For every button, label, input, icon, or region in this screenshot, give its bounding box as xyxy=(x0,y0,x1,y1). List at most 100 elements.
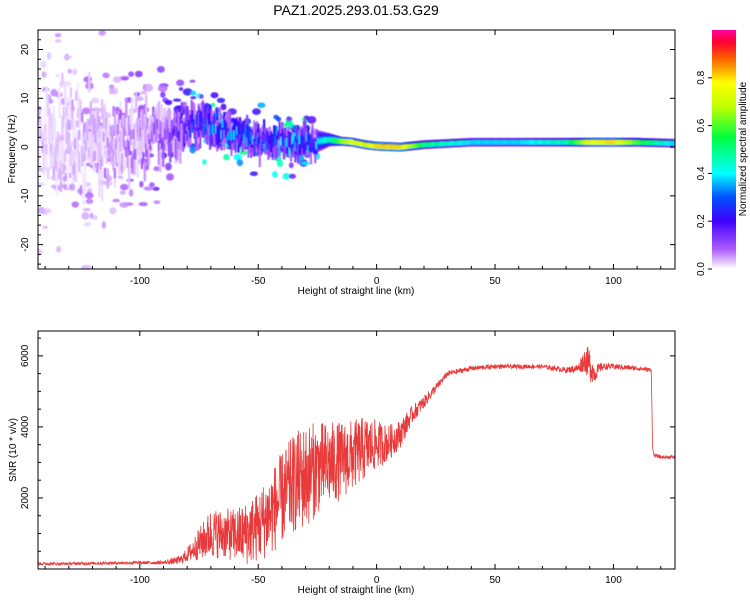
spectrogram-cell xyxy=(69,87,72,98)
spectrogram-cell xyxy=(416,142,419,148)
spectrogram-cell xyxy=(247,125,250,143)
spectrogram-cell xyxy=(189,79,196,83)
spectrogram-cell xyxy=(38,111,41,122)
spectrogram-cell xyxy=(52,5,60,10)
colorbar-tick-label: 0.2 xyxy=(696,214,707,228)
spectrogram-cell xyxy=(383,144,386,149)
spectrogram-cell xyxy=(128,115,131,136)
spectrogram-cell xyxy=(579,139,583,145)
spectrogram-cell xyxy=(130,98,134,130)
spectrogram-cell xyxy=(307,146,310,155)
spectrogram-cell xyxy=(233,119,236,137)
spectrogram-cell xyxy=(152,186,160,191)
spectrogram-cell xyxy=(143,186,154,191)
spectrogram-cell xyxy=(143,103,146,115)
spectrogram-cell xyxy=(328,137,331,143)
spectrogram-cell xyxy=(184,106,188,127)
spectrogram-cell xyxy=(42,225,48,230)
spectrogram-cell xyxy=(443,141,446,146)
spectrogram-cell xyxy=(667,140,671,146)
spectrogram-cell xyxy=(575,139,578,145)
spectrogram-cell xyxy=(135,148,138,159)
spectrogram-cell xyxy=(189,115,192,136)
spectrogram-cell xyxy=(542,139,546,145)
spectrogram-cell xyxy=(55,138,58,159)
spectrogram-cell xyxy=(309,134,313,143)
spectrogram-cell xyxy=(82,126,85,137)
spectrogram-cell xyxy=(38,209,46,214)
spectrogram-cell xyxy=(466,140,469,145)
spectrogram-cell xyxy=(96,110,99,132)
spectrogram-cell xyxy=(197,106,200,127)
spectrogram-cell xyxy=(180,113,183,124)
snr-x-label: Height of straight line (km) xyxy=(298,585,415,596)
spectrogram-cell xyxy=(209,104,212,125)
spectrogram-cell xyxy=(186,106,189,127)
spectrogram-cell xyxy=(224,123,227,132)
spectrogram-cell xyxy=(587,139,590,145)
spectrogram-cell xyxy=(629,139,632,145)
spectrogram-cell xyxy=(207,113,210,124)
spectrogram-cell xyxy=(155,115,158,136)
snr-x-tick-label: 0 xyxy=(374,575,380,586)
spectrogram-cell xyxy=(57,149,60,181)
spectrogram-cell xyxy=(567,139,570,145)
spectrogram-cell xyxy=(38,118,41,140)
spectrogram-cell xyxy=(217,127,220,147)
spectrogram-cell xyxy=(569,139,573,145)
spectrogram-cell xyxy=(219,107,222,135)
spectrogram-cell xyxy=(125,97,128,118)
spectrogram-cell xyxy=(305,132,308,142)
spectrogram-cell xyxy=(498,139,502,145)
spectrogram-cell xyxy=(645,140,648,145)
spectrogram-cell xyxy=(123,140,126,151)
spectrogram-cell xyxy=(149,182,155,188)
spectrogram-cell xyxy=(52,106,55,137)
spectrogram-cell xyxy=(112,149,115,170)
spectrogram-cell xyxy=(412,143,415,149)
spectrogram-cell xyxy=(642,139,645,145)
spectrogram-cell xyxy=(335,138,338,144)
spectrogram-cell xyxy=(112,76,122,83)
spectrogram-cell xyxy=(389,144,392,150)
spectrogram-cell xyxy=(285,137,288,147)
spectrogram-cell xyxy=(157,140,161,151)
spectrogram-cell xyxy=(184,123,188,134)
spectrogram-cell xyxy=(192,122,195,133)
spectrogram-cell xyxy=(295,140,298,150)
spectrogram-cell xyxy=(231,130,234,140)
spectrogram-cell xyxy=(136,123,139,134)
spectrogram-cell xyxy=(91,133,94,165)
spectrogram-cell xyxy=(442,141,445,147)
spectrogram-cell xyxy=(196,115,199,126)
spectrogram-cell xyxy=(157,85,168,92)
spectrogram-cell xyxy=(429,141,432,147)
spectrogram-cell xyxy=(626,139,629,145)
spectrogram-cell xyxy=(493,139,496,145)
spectrogram-cell xyxy=(76,108,80,119)
spectrogram-cell xyxy=(312,142,315,151)
spectrogram-cell xyxy=(622,139,625,145)
spectrogram-cell xyxy=(521,139,524,145)
spectrogram-cell xyxy=(71,201,80,208)
spectrogram-cell xyxy=(504,139,507,145)
spectrogram-y-tick-label: -10 xyxy=(20,188,31,203)
spectrogram-cell xyxy=(89,101,92,123)
spectrogram-cell xyxy=(300,140,303,150)
spectrogram-cell xyxy=(298,135,301,144)
spectrogram-cell xyxy=(487,139,490,145)
spectrogram-cell xyxy=(473,139,476,145)
spectrogram-cell xyxy=(193,119,196,131)
spectrogram-y-tick-label: 0 xyxy=(20,144,31,150)
spectrogram-cell xyxy=(58,168,61,179)
spectrogram-cell xyxy=(49,148,53,170)
spectrogram-cell xyxy=(54,149,57,171)
spectrogram-cell xyxy=(490,139,493,145)
spectrogram-cell xyxy=(574,139,577,145)
spectrogram-cell xyxy=(275,127,278,146)
spectrogram-cell xyxy=(393,144,396,150)
spectrogram-cell xyxy=(176,130,179,161)
spectrogram-cell xyxy=(369,142,372,148)
spectrogram-cell xyxy=(594,139,597,145)
spectrogram-cell xyxy=(55,164,58,196)
